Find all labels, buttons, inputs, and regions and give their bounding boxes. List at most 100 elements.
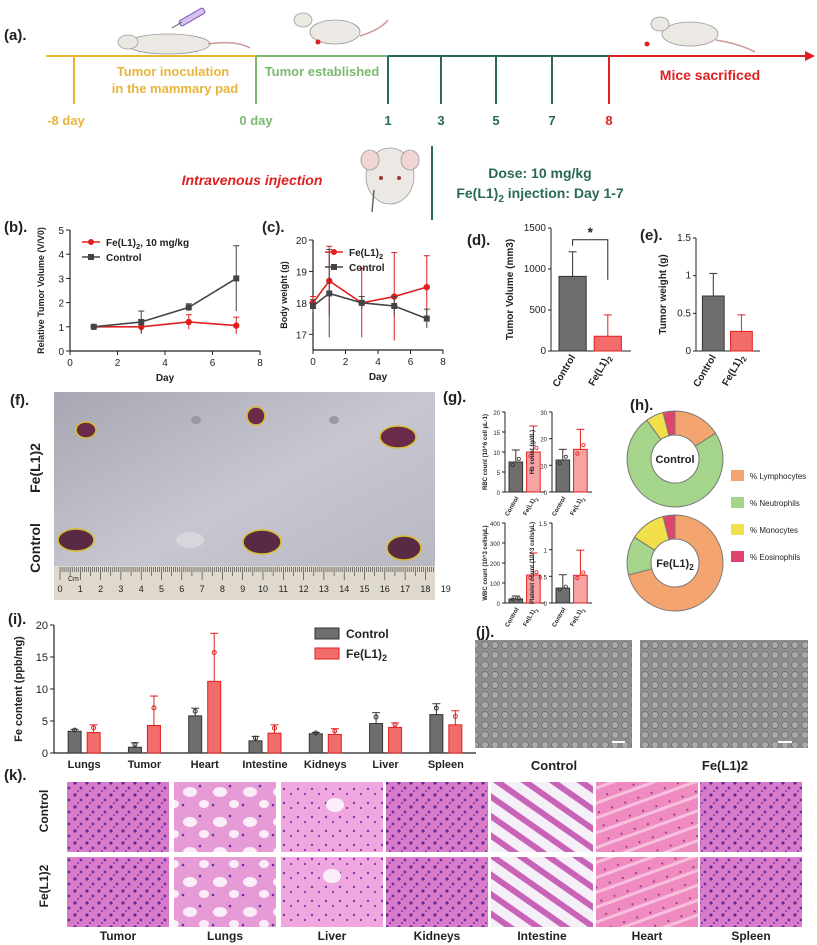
legend-swatch: [731, 551, 744, 562]
x-tick-label: Fe(L1)2: [523, 607, 540, 629]
bar: [146, 724, 161, 754]
day-label-0: 0 day: [239, 113, 273, 128]
phase-sacrificed: Mice sacrificed: [660, 67, 760, 83]
legend-label: % Eosinophils: [750, 553, 800, 562]
data-dot: [91, 725, 97, 731]
x-tick-label: 8: [440, 357, 446, 368]
histo-image-fe: [386, 857, 488, 927]
x-tick-label: Fe(L1)2: [587, 353, 615, 389]
bar: [558, 275, 587, 352]
x-tick-label: Fe(L1)2: [720, 353, 748, 389]
panel-label-g: (g).: [443, 389, 466, 406]
ruler-number: 14: [339, 584, 349, 594]
panel-label-k: (k).: [4, 767, 27, 784]
y-tick-label: 10: [493, 451, 500, 457]
legend-label: Fe(L1)2, 10 mg/kg: [106, 238, 189, 251]
day-label-7: 7: [548, 113, 555, 128]
data-dot: [581, 443, 586, 448]
panel-label-j: (j).: [476, 624, 494, 641]
data-dot: [72, 727, 78, 733]
data-point: [423, 283, 430, 291]
histo-image-control: [596, 782, 698, 852]
row-label-control: Control: [27, 523, 43, 573]
x-tick-label: Intestine: [242, 759, 287, 771]
data-dot: [581, 570, 586, 575]
y-axis-label: Platelet count (10^3 cells/µL): [530, 522, 536, 604]
x-tick-label: 8: [257, 358, 263, 369]
x-tick-label: Liver: [372, 759, 399, 771]
x-tick-label: Fe(L1)2: [523, 496, 540, 518]
histo-image-control: [67, 782, 169, 852]
data-dot: [452, 713, 458, 719]
legend-label: Control: [349, 263, 385, 274]
panel-label-b: (b).: [4, 219, 27, 236]
legend-label: Fe(L1)2: [346, 647, 387, 663]
legend-label: Control: [106, 253, 142, 264]
y-tick-label: 1500: [524, 223, 547, 234]
ruler-number: 16: [380, 584, 390, 594]
phase-inoculation-line2: in the mammary pad: [112, 81, 238, 96]
legend-marker: [88, 239, 94, 245]
data-dot: [313, 730, 319, 736]
histo-image-control: [174, 782, 276, 852]
legend-swatch: [731, 497, 744, 508]
y-tick-label: 15: [493, 431, 500, 437]
x-tick-label: 2: [343, 357, 349, 368]
bar: [67, 730, 82, 754]
dose-text: Dose: 10 mg/kg: [488, 165, 591, 181]
data-dot: [557, 461, 562, 466]
histo-image-control: [386, 782, 488, 852]
histo-col-label: Heart: [632, 929, 663, 943]
legend-label: Fe(L1)2: [349, 248, 383, 261]
y-tick-label: 200: [490, 562, 501, 568]
day-label-8: 8: [605, 113, 612, 128]
y-axis-label: Tumor Volume (mm3): [505, 239, 516, 340]
day-label-minus8: -8 day: [47, 113, 85, 128]
x-tick-label: Lungs: [68, 759, 101, 771]
data-dot: [211, 650, 217, 656]
ruler-number: 10: [258, 584, 268, 594]
syringe-icon: [171, 7, 206, 29]
y-tick-label: 1.5: [539, 522, 548, 528]
data-dot: [557, 587, 562, 592]
y-tick-label: 20: [540, 438, 547, 444]
data-point: [391, 303, 398, 309]
legend-swatch: [314, 627, 340, 640]
body-weight-line-chart: 17 18 19 20 0 2 4 6 8 Day Body weight (g) Fe(L1)2 Co…: [279, 236, 446, 383]
series-line: [93, 321, 237, 328]
ruler-number: 12: [299, 584, 309, 594]
panel-label-f: (f).: [10, 392, 29, 409]
y-axis-label: Hb count (g/dL): [530, 430, 536, 474]
y-tick-label: 1: [58, 323, 64, 334]
y-axis-label: Tumor weight (g): [658, 254, 669, 334]
day-label-5: 5: [492, 113, 499, 128]
phase-established: Tumor established: [265, 64, 380, 79]
x-tick-label: Control: [552, 496, 568, 518]
y-tick-label: 5: [497, 471, 501, 477]
ruler-number: 19: [441, 584, 451, 594]
x-tick-label: Control: [551, 353, 578, 389]
legend-marker: [331, 264, 337, 270]
y-tick-label: 15: [36, 652, 48, 664]
bar: [555, 459, 571, 493]
tumor-weight-bar-chart: 0 0.5 1 1.5 Control Fe(L1)2 Tumor weight (g): [658, 233, 760, 389]
data-dot: [433, 705, 439, 711]
y-tick-label: 1000: [524, 264, 547, 275]
legend-marker: [331, 249, 337, 255]
mouse-sacrificed-icon: [644, 16, 756, 53]
row-label-fe: Fe(L1)2: [27, 443, 43, 493]
bar: [207, 680, 222, 754]
y-axis-label: WBC count (10^3 cells/µL): [483, 525, 489, 600]
bar: [730, 330, 753, 352]
series-line: [93, 277, 237, 328]
bar: [573, 448, 588, 493]
x-tick-label: 6: [408, 357, 414, 368]
histo-col-label: Kidneys: [414, 929, 461, 943]
data-dot: [510, 597, 515, 602]
donut-slice: [626, 419, 724, 508]
data-dot: [516, 456, 521, 461]
x-tick-label: Control: [552, 607, 568, 629]
day-label-1: 1: [384, 113, 391, 128]
histo-row-fe: Fe(L1)2: [37, 864, 51, 907]
